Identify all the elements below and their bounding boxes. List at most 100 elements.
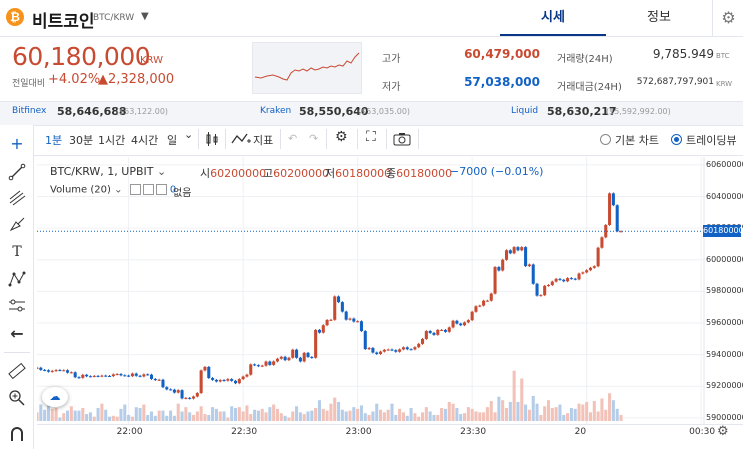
exchange-name[interactable]: Liquid xyxy=(511,106,539,116)
candle-body xyxy=(138,375,142,377)
brush-icon[interactable] xyxy=(8,216,26,234)
exchange-price: 58,646,688 xyxy=(57,105,127,118)
interval-1h[interactable]: 1시간 xyxy=(98,134,126,147)
crosshair-icon[interactable]: + xyxy=(10,134,24,153)
candle-body xyxy=(608,193,612,225)
volume-bar xyxy=(569,408,573,421)
volume-bar xyxy=(96,408,100,421)
interval-1d[interactable]: 일 xyxy=(167,134,178,147)
ruler-icon-svg xyxy=(8,362,26,380)
exchange-name[interactable]: Kraken xyxy=(260,106,292,116)
interval-1m[interactable]: 1분 xyxy=(45,134,63,147)
candle-body xyxy=(588,267,593,271)
candle-body xyxy=(546,285,551,287)
ruler-icon[interactable] xyxy=(8,362,26,380)
interval-4h[interactable]: 4시간 xyxy=(131,134,159,147)
candle-body xyxy=(207,366,211,379)
candle-body xyxy=(348,318,352,320)
coin-select-caret-icon[interactable]: ▼ xyxy=(141,11,149,22)
volume-bar xyxy=(527,409,531,421)
close-value-chart: 종60180000 xyxy=(386,167,453,180)
x-tick-label: 23:30 xyxy=(460,427,487,437)
camera-icon[interactable] xyxy=(393,132,411,149)
candle-body xyxy=(443,329,447,332)
volume-bar xyxy=(562,414,566,421)
candle-body xyxy=(363,331,367,350)
exchange-bar xyxy=(0,101,743,126)
volume-bar xyxy=(340,409,344,421)
x-axis-line xyxy=(37,424,743,425)
candle-body xyxy=(203,366,207,371)
candle-body xyxy=(379,351,383,354)
volume-bar xyxy=(241,411,245,421)
interval-30m[interactable]: 30분 xyxy=(69,134,94,147)
candle-body xyxy=(569,278,573,280)
candle-body xyxy=(321,325,325,333)
candle-body xyxy=(566,278,570,282)
volume-bar xyxy=(88,412,92,421)
settings-gear-icon[interactable]: ⚙ xyxy=(712,0,743,36)
price-unit: KRW xyxy=(140,55,163,66)
low-value-chart: 저60180000 xyxy=(325,167,392,180)
exchange-name[interactable]: Bitfinex xyxy=(12,106,47,116)
cloud-icon[interactable]: ☁ xyxy=(42,387,68,407)
candle-body xyxy=(340,302,344,312)
volume-bar xyxy=(165,415,169,421)
volume-bar xyxy=(260,408,264,421)
tradingview-radio[interactable] xyxy=(671,134,682,145)
interval-caret-icon[interactable]: ⌄ xyxy=(184,128,194,141)
volume-bar xyxy=(222,411,226,421)
candle-body xyxy=(401,347,405,350)
candle-body xyxy=(485,300,489,302)
fullscreen-icon[interactable]: ⛶ xyxy=(366,129,376,145)
candle-body xyxy=(508,250,512,254)
price-chart[interactable] xyxy=(37,157,705,424)
candle-body xyxy=(462,322,467,326)
coin-name[interactable]: 비트코인 xyxy=(32,12,95,32)
magnet-icon[interactable] xyxy=(8,425,26,443)
change-rate: +4.02% xyxy=(48,72,101,87)
candle-body xyxy=(188,397,192,399)
exchange-usd: ($5,592,992.00) xyxy=(606,107,671,116)
indicator-button[interactable]: 지표 xyxy=(253,134,274,147)
volume-legend[interactable]: Volume (20) ⌄ 0 xyxy=(50,184,177,196)
volume-bar xyxy=(493,412,497,421)
volume-bar xyxy=(153,415,157,421)
basic-chart-label[interactable]: 기본 차트 xyxy=(615,134,659,147)
back-arrow-icon[interactable]: ← xyxy=(10,324,24,343)
indicator-icon-svg xyxy=(231,133,251,144)
redo-icon[interactable]: ↷ xyxy=(309,132,319,145)
chart-settings-icon[interactable]: ⚙ xyxy=(335,129,348,145)
candle-body xyxy=(558,278,562,280)
zoom-in-icon[interactable] xyxy=(8,389,26,407)
volume-bar xyxy=(115,416,119,421)
candle-body xyxy=(573,278,577,280)
text-tool-icon[interactable]: T xyxy=(12,244,22,260)
volume-bar xyxy=(546,400,551,421)
pitchfork-icon[interactable] xyxy=(8,189,26,207)
candle-body xyxy=(62,370,66,372)
undo-icon[interactable]: ↶ xyxy=(288,132,298,145)
indicator-icon[interactable] xyxy=(231,132,251,149)
volume-bar xyxy=(405,415,409,421)
volume-bar xyxy=(237,407,241,421)
trendline-icon[interactable] xyxy=(8,163,26,181)
candle-type-icon[interactable] xyxy=(205,132,219,149)
candle-body xyxy=(352,318,356,322)
volume-bar xyxy=(573,408,577,421)
candle-body xyxy=(527,264,531,267)
volume-bar xyxy=(146,414,150,421)
chart-settings-gear-icon[interactable]: ⚙ xyxy=(717,424,729,439)
volume-bar xyxy=(516,401,520,421)
pattern-icon[interactable] xyxy=(8,270,26,288)
volume-bar xyxy=(459,414,463,421)
candle-body xyxy=(222,380,226,382)
basic-chart-radio[interactable] xyxy=(600,134,611,145)
tab-quote[interactable]: 시세 xyxy=(500,0,606,36)
tab-info[interactable]: 정보 xyxy=(647,10,671,25)
tradingview-label[interactable]: 트레이딩뷰 xyxy=(686,134,737,147)
forecast-icon[interactable] xyxy=(8,297,26,315)
volume-bar xyxy=(279,413,283,421)
volume-bar xyxy=(130,416,134,421)
volume-bar xyxy=(283,415,287,421)
